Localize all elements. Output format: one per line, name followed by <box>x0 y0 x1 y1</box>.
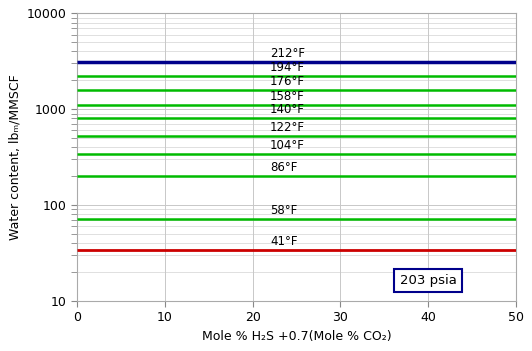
Text: 122°F: 122°F <box>270 121 305 134</box>
Text: 58°F: 58°F <box>270 204 297 217</box>
Text: 203 psia: 203 psia <box>400 274 456 287</box>
Text: 212°F: 212°F <box>270 47 305 60</box>
Text: 41°F: 41°F <box>270 235 297 248</box>
Text: 104°F: 104°F <box>270 139 305 152</box>
Text: 158°F: 158°F <box>270 90 305 103</box>
Y-axis label: Water content, lbₘ/MMSCF: Water content, lbₘ/MMSCF <box>9 74 21 240</box>
Text: 176°F: 176°F <box>270 74 305 87</box>
Text: 140°F: 140°F <box>270 104 305 117</box>
X-axis label: Mole % H₂S +0.7(Mole % CO₂): Mole % H₂S +0.7(Mole % CO₂) <box>202 330 391 343</box>
Text: 86°F: 86°F <box>270 161 297 174</box>
Text: 194°F: 194°F <box>270 61 305 74</box>
